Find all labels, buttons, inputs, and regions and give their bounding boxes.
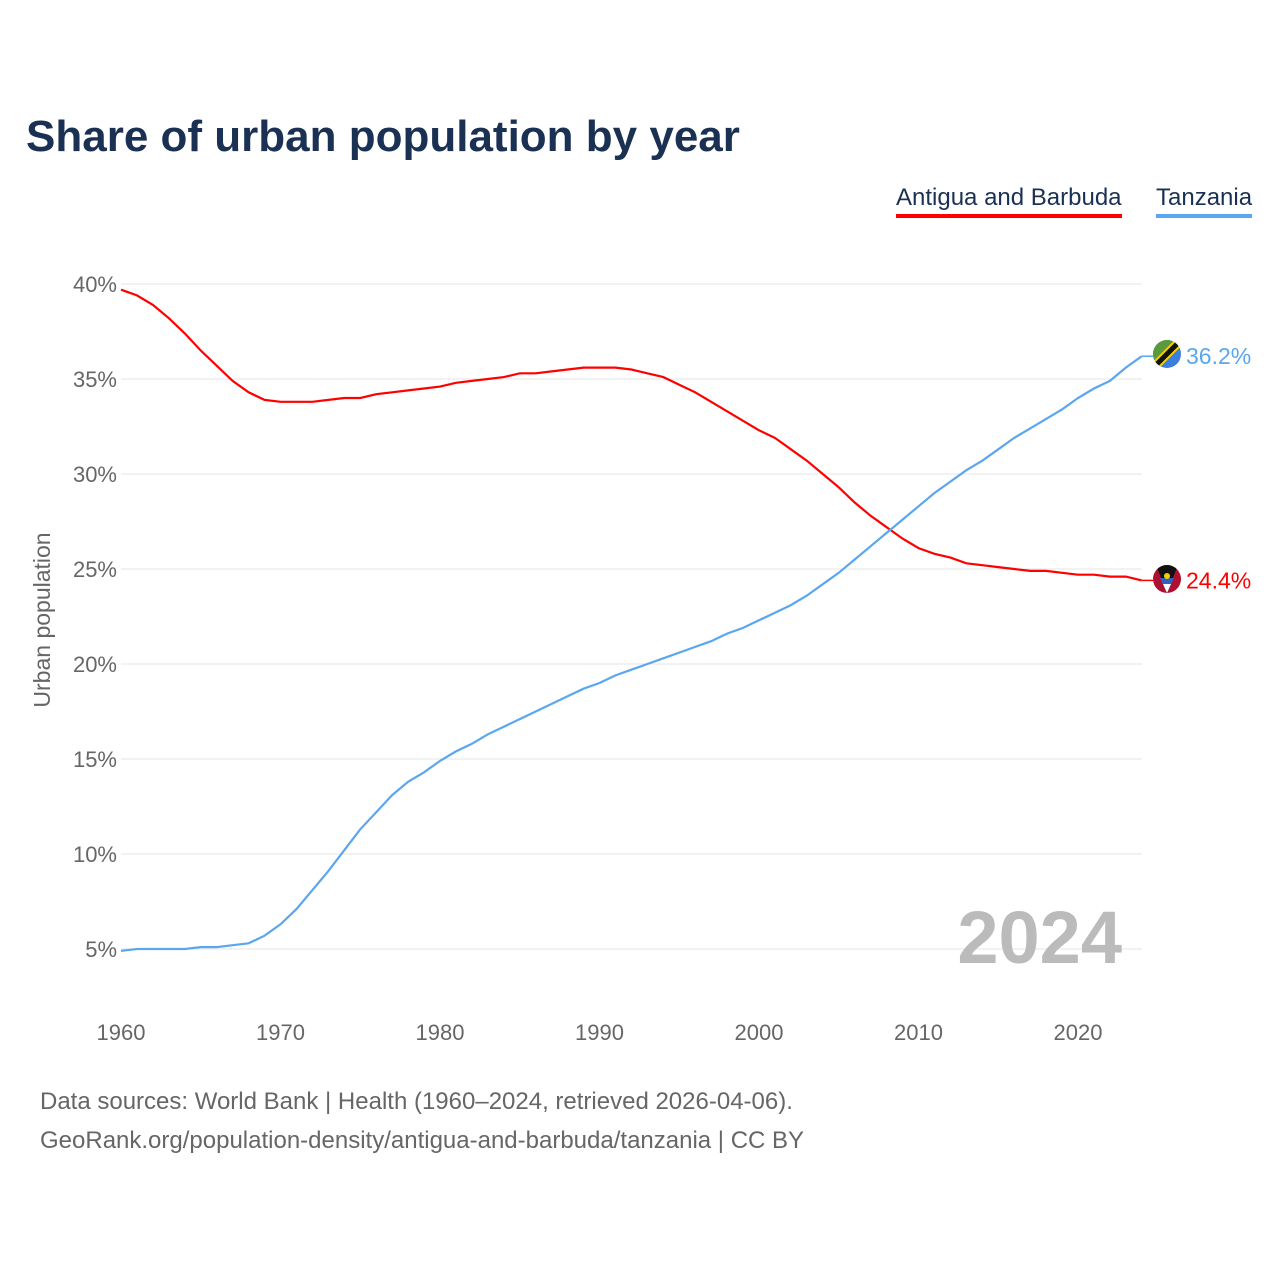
y-tick-label: 25%	[73, 557, 117, 582]
legend-antigua[interactable]: Antigua and Barbuda	[896, 184, 1122, 218]
x-tick-label: 2000	[735, 1020, 784, 1045]
antigua-flag-icon	[1153, 565, 1181, 593]
y-tick-label: 30%	[73, 462, 117, 487]
tanzania-flag-icon	[1153, 340, 1181, 368]
series-line-antigua	[120, 288, 1143, 582]
chart-title: Share of urban population by year	[26, 112, 740, 161]
y-tick-label: 40%	[73, 272, 117, 297]
x-tick-label: 1990	[575, 1020, 624, 1045]
legend-tanzania[interactable]: Tanzania	[1156, 184, 1253, 218]
end-value-label: 36.2%	[1186, 343, 1251, 369]
x-tick-label: 1960	[97, 1020, 146, 1045]
footer-sources: Data sources: World Bank | Health (1960–…	[40, 1088, 793, 1115]
y-tick-label: 15%	[73, 747, 117, 772]
y-tick-label: 10%	[73, 842, 117, 867]
y-tick-label: 20%	[73, 652, 117, 677]
year-watermark: 2024	[957, 896, 1122, 979]
x-tick-label: 2020	[1054, 1020, 1103, 1045]
y-tick-label: 35%	[73, 367, 117, 392]
series-line-tanzania	[120, 355, 1143, 952]
x-tick-label: 2010	[894, 1020, 943, 1045]
end-value-label: 24.4%	[1186, 567, 1251, 593]
y-tick-label: 5%	[85, 937, 117, 962]
y-axis-label: Urban population	[29, 532, 55, 707]
x-tick-label: 1970	[256, 1020, 305, 1045]
x-tick-label: 1980	[416, 1020, 465, 1045]
footer-link[interactable]: GeoRank.org/population-density/antigua-a…	[40, 1127, 805, 1154]
